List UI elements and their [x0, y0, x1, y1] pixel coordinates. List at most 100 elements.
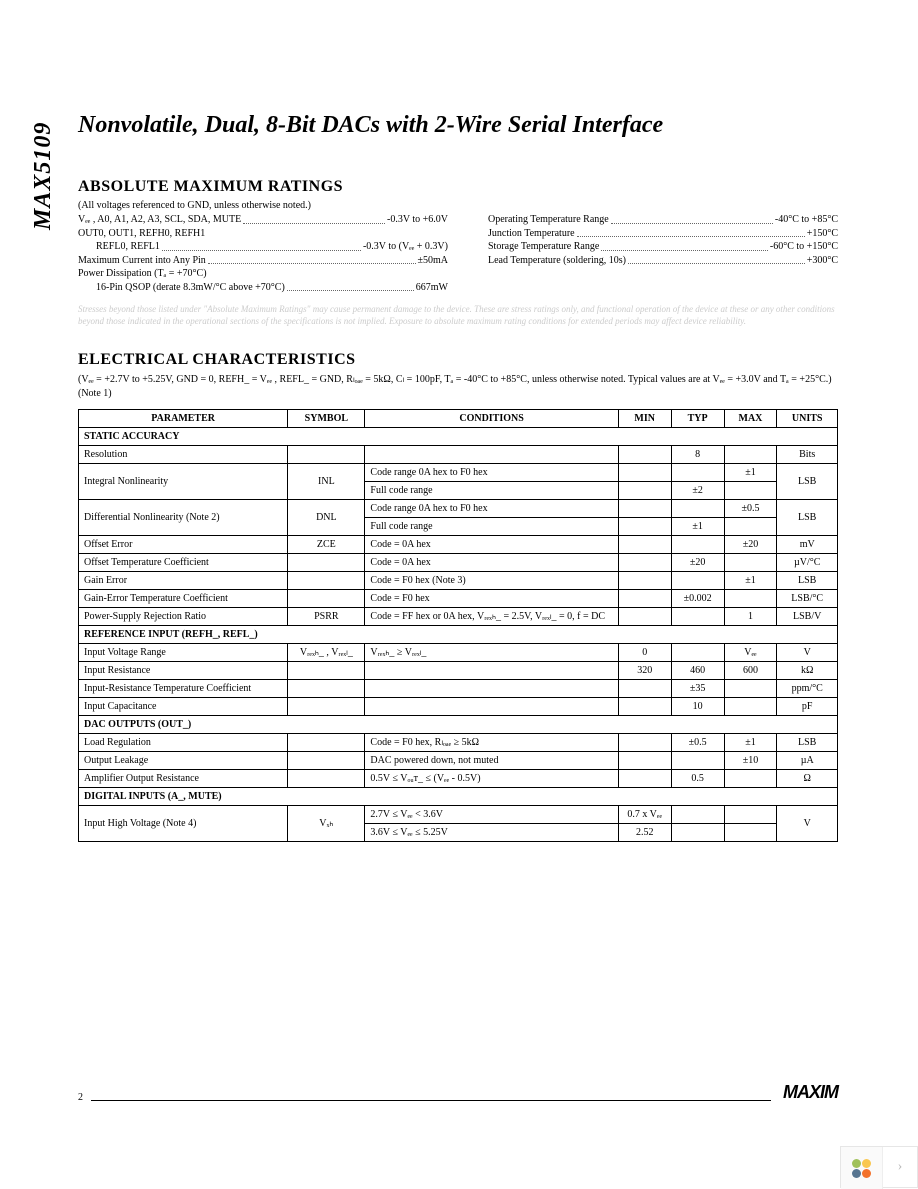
cell: ZCE: [288, 536, 365, 554]
cell: ±0.5: [724, 500, 777, 518]
cell: 320: [618, 662, 671, 680]
cell: Vᵣₑₓₕ_ , Vᵣₑₓₗ_: [288, 644, 365, 662]
cell: ±1: [724, 464, 777, 482]
cell: Amplifier Output Resistance: [79, 770, 288, 788]
cell: µA: [777, 752, 838, 770]
row-input-res: Input Resistance 320 460 600 kΩ: [79, 662, 838, 680]
ec-heading: ELECTRICAL CHARACTERISTICS: [78, 351, 838, 369]
amr-r3-label: Storage Temperature Range: [488, 240, 599, 254]
amr-r1-label: Operating Temperature Range: [488, 213, 609, 227]
th-units: UNITS: [777, 410, 838, 428]
sec-dacout: DAC OUTPUTS (OUT_): [79, 716, 838, 734]
amr-l1-label: Vₑₑ , A0, A1, A2, A3, SCL, SDA, MUTE: [78, 213, 241, 227]
cell: 600: [724, 662, 777, 680]
amr-r4-label: Lead Temperature (soldering, 10s): [488, 254, 626, 268]
amr-r3-val: -60°C to +150°C: [770, 240, 838, 254]
sec-static: STATIC ACCURACY: [79, 428, 838, 446]
sec-digin: DIGITAL INPUTS (A_, MUTE): [79, 788, 838, 806]
amr-r2-val: +150°C: [807, 227, 838, 241]
cell: Full code range: [365, 518, 618, 536]
cell: Vₑₑ: [724, 644, 777, 662]
row-offset-tc: Offset Temperature Coefficient Code = 0A…: [79, 554, 838, 572]
corner-nav-widget[interactable]: ›: [840, 1146, 918, 1188]
amr-section: ABSOLUTE MAXIMUM RATINGS (All voltages r…: [78, 178, 838, 327]
cell: Input Resistance: [79, 662, 288, 680]
row-vih-a: Input High Voltage (Note 4) Vₓₕ 2.7V ≤ V…: [79, 806, 838, 824]
row-offset-error: Offset Error ZCE Code = 0A hex ±20 mV: [79, 536, 838, 554]
cell: 8: [671, 446, 724, 464]
amr-l3-label: REFL0, REFL1: [96, 240, 160, 254]
footer-rule: [91, 1100, 771, 1101]
cell: 2.52: [618, 824, 671, 842]
cell: ±1: [671, 518, 724, 536]
amr-l1-val: -0.3V to +6.0V: [387, 213, 448, 227]
cell: LSB: [777, 734, 838, 752]
cell: Load Regulation: [79, 734, 288, 752]
cell: Code = F0 hex (Note 3): [365, 572, 618, 590]
amr-heading: ABSOLUTE MAXIMUM RATINGS: [78, 178, 838, 196]
page-footer: 2 MAXIM: [78, 1082, 838, 1103]
amr-l6-label: 16-Pin QSOP (derate 8.3mW/°C above +70°C…: [96, 281, 285, 295]
cell: Power-Supply Rejection Ratio: [79, 608, 288, 626]
cell: Differential Nonlinearity (Note 2): [79, 500, 288, 536]
page-title: Nonvolatile, Dual, 8-Bit DACs with 2-Wir…: [78, 110, 838, 140]
cell: Offset Temperature Coefficient: [79, 554, 288, 572]
cell: 2.7V ≤ Vₑₑ < 3.6V: [365, 806, 618, 824]
amr-l5-label: Power Dissipation (Tₐ = +70°C): [78, 267, 207, 281]
row-gain-error: Gain Error Code = F0 hex (Note 3) ±1 LSB: [79, 572, 838, 590]
cell: Code range 0A hex to F0 hex: [365, 500, 618, 518]
cell: kΩ: [777, 662, 838, 680]
cell: LSB/V: [777, 608, 838, 626]
row-dnl-a: Differential Nonlinearity (Note 2) DNL C…: [79, 500, 838, 518]
row-input-vrange: Input Voltage Range Vᵣₑₓₕ_ , Vᵣₑₓₗ_ Vᵣₑₓ…: [79, 644, 838, 662]
cell: Code = F0 hex, Rₗₒₐₑ ≥ 5kΩ: [365, 734, 618, 752]
row-psrr: Power-Supply Rejection Ratio PSRR Code =…: [79, 608, 838, 626]
cell: ±20: [724, 536, 777, 554]
cell: µV/°C: [777, 554, 838, 572]
ec-conditions: (Vₑₑ = +2.7V to +5.25V, GND = 0, REFH_ =…: [78, 373, 838, 401]
page-number: 2: [78, 1092, 83, 1103]
amr-r2-label: Junction Temperature: [488, 227, 575, 241]
cell: ±35: [671, 680, 724, 698]
cell: Output Leakage: [79, 752, 288, 770]
cell: Input Voltage Range: [79, 644, 288, 662]
cell: pF: [777, 698, 838, 716]
cell: Full code range: [365, 482, 618, 500]
brand-logo: MAXIM: [783, 1082, 838, 1103]
amr-l4-val: ±50mA: [418, 254, 449, 268]
cell: Integral Nonlinearity: [79, 464, 288, 500]
amr-l6-val: 667mW: [416, 281, 448, 295]
ec-section: ELECTRICAL CHARACTERISTICS (Vₑₑ = +2.7V …: [78, 351, 838, 842]
cell: LSB: [777, 500, 838, 536]
chevron-right-icon[interactable]: ›: [883, 1147, 917, 1187]
cell: ppm/°C: [777, 680, 838, 698]
cell: V: [777, 806, 838, 842]
cell: Ω: [777, 770, 838, 788]
cell: ±2: [671, 482, 724, 500]
amr-r1-val: -40°C to +85°C: [775, 213, 838, 227]
row-input-cap: Input Capacitance 10 pF: [79, 698, 838, 716]
ec-table: PARAMETER SYMBOL CONDITIONS MIN TYP MAX …: [78, 409, 838, 842]
petal-icon: [841, 1147, 883, 1189]
cell: ±20: [671, 554, 724, 572]
cell: 0.7 x Vₑₑ: [618, 806, 671, 824]
cell: Gain-Error Temperature Coefficient: [79, 590, 288, 608]
amr-left-col: Vₑₑ , A0, A1, A2, A3, SCL, SDA, MUTE -0.3…: [78, 213, 448, 294]
th-typ: TYP: [671, 410, 724, 428]
row-gain-tc: Gain-Error Temperature Coefficient Code …: [79, 590, 838, 608]
th-symbol: SYMBOL: [288, 410, 365, 428]
cell: DAC powered down, not muted: [365, 752, 618, 770]
page-content: Nonvolatile, Dual, 8-Bit DACs with 2-Wir…: [78, 110, 838, 842]
cell: Vᵣₑₓₕ_ ≥ Vᵣₑₓₗ_: [365, 644, 618, 662]
cell: 0.5: [671, 770, 724, 788]
cell: DNL: [288, 500, 365, 536]
cell: LSB: [777, 572, 838, 590]
sec-refin: REFERENCE INPUT (REFH_, REFL_): [79, 626, 838, 644]
row-amp-out-res: Amplifier Output Resistance 0.5V ≤ Vₒᵤᴛ_…: [79, 770, 838, 788]
amr-ref-note: (All voltages referenced to GND, unless …: [78, 200, 838, 211]
cell: INL: [288, 464, 365, 500]
th-parameter: PARAMETER: [79, 410, 288, 428]
th-conditions: CONDITIONS: [365, 410, 618, 428]
cell: 0: [618, 644, 671, 662]
cell: 0.5V ≤ Vₒᵤᴛ_ ≤ (Vₑₑ - 0.5V): [365, 770, 618, 788]
